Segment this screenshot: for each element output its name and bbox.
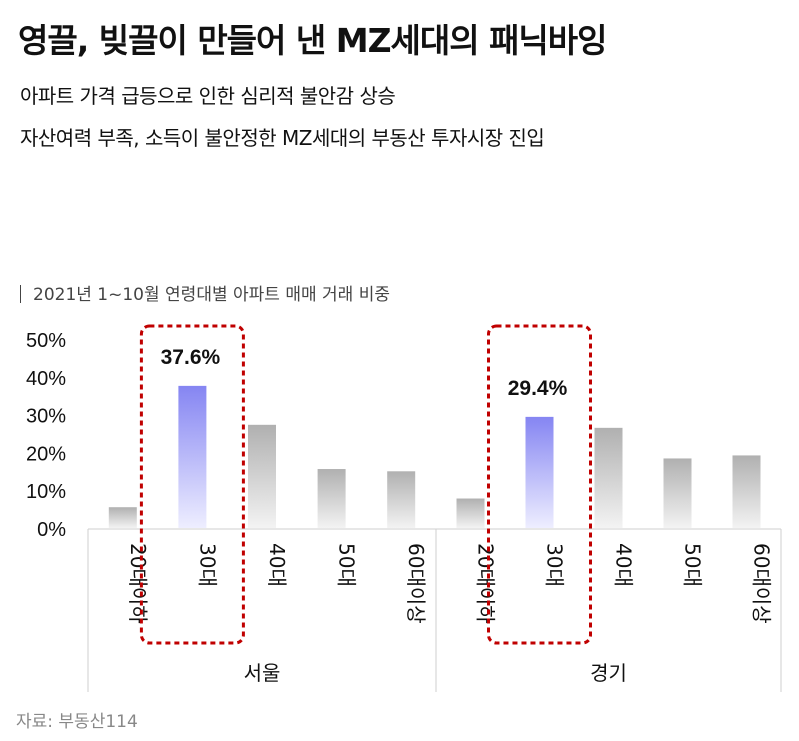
group-label: 서울: [244, 661, 281, 685]
chart-title-marker: [20, 285, 21, 303]
y-tick-label: 20%: [26, 443, 66, 465]
bar: [456, 498, 485, 528]
x-tick-label: 20대이하: [474, 543, 498, 624]
bar: [387, 471, 416, 528]
source-note: 자료: 부동산114: [16, 712, 138, 732]
y-tick-label: 0%: [37, 519, 66, 541]
subtitle-2: 자산여력 부족, 소득이 불안정한 MZ세대의 부동산 투자시장 진입: [20, 126, 545, 150]
bar: [108, 507, 137, 528]
y-axis: 0% 10% 20% 30% 40% 50%: [26, 330, 66, 541]
x-tick-label: 30대: [543, 543, 567, 587]
y-tick-label: 50%: [26, 330, 66, 352]
chart-title-text: 2021년 1~10월 연령대별 아파트 매매 거래 비중: [33, 285, 390, 305]
bar: [317, 469, 346, 528]
highlight-box: [139, 324, 245, 645]
x-tick-label: 20대이하: [126, 543, 150, 624]
bars: [108, 385, 761, 528]
highlight-box: [487, 324, 592, 645]
data-label: 37.6%: [161, 346, 221, 369]
x-tick-label: 50대: [681, 543, 705, 587]
x-tick-label: 30대: [195, 543, 219, 587]
page-title: 영끌, 빚끌이 만들어 낸 MZ세대의 패닉바잉: [18, 21, 608, 60]
x-tick-label: 40대: [612, 543, 636, 587]
x-tick-label: 50대: [335, 543, 359, 587]
bar: [663, 458, 692, 528]
bar: [732, 455, 761, 528]
x-tick-label: 60대이상: [404, 543, 428, 624]
subtitle-1: 아파트 가격 급등으로 인한 심리적 불안감 상승: [20, 84, 396, 108]
bar: [178, 385, 207, 528]
group-label: 경기: [590, 661, 627, 685]
y-tick-label: 40%: [26, 368, 66, 390]
x-tick-label: 60대이상: [750, 543, 774, 624]
x-tick-label: 40대: [265, 543, 289, 587]
highlights: 37.6% 29.4%: [139, 324, 592, 645]
chart-title: 2021년 1~10월 연령대별 아파트 매매 거래 비중: [20, 280, 390, 305]
bar: [248, 424, 276, 528]
y-tick-label: 10%: [26, 481, 66, 503]
y-tick-label: 30%: [26, 406, 66, 428]
bar: [525, 416, 554, 528]
bar: [594, 427, 623, 528]
data-label: 29.4%: [508, 377, 568, 400]
